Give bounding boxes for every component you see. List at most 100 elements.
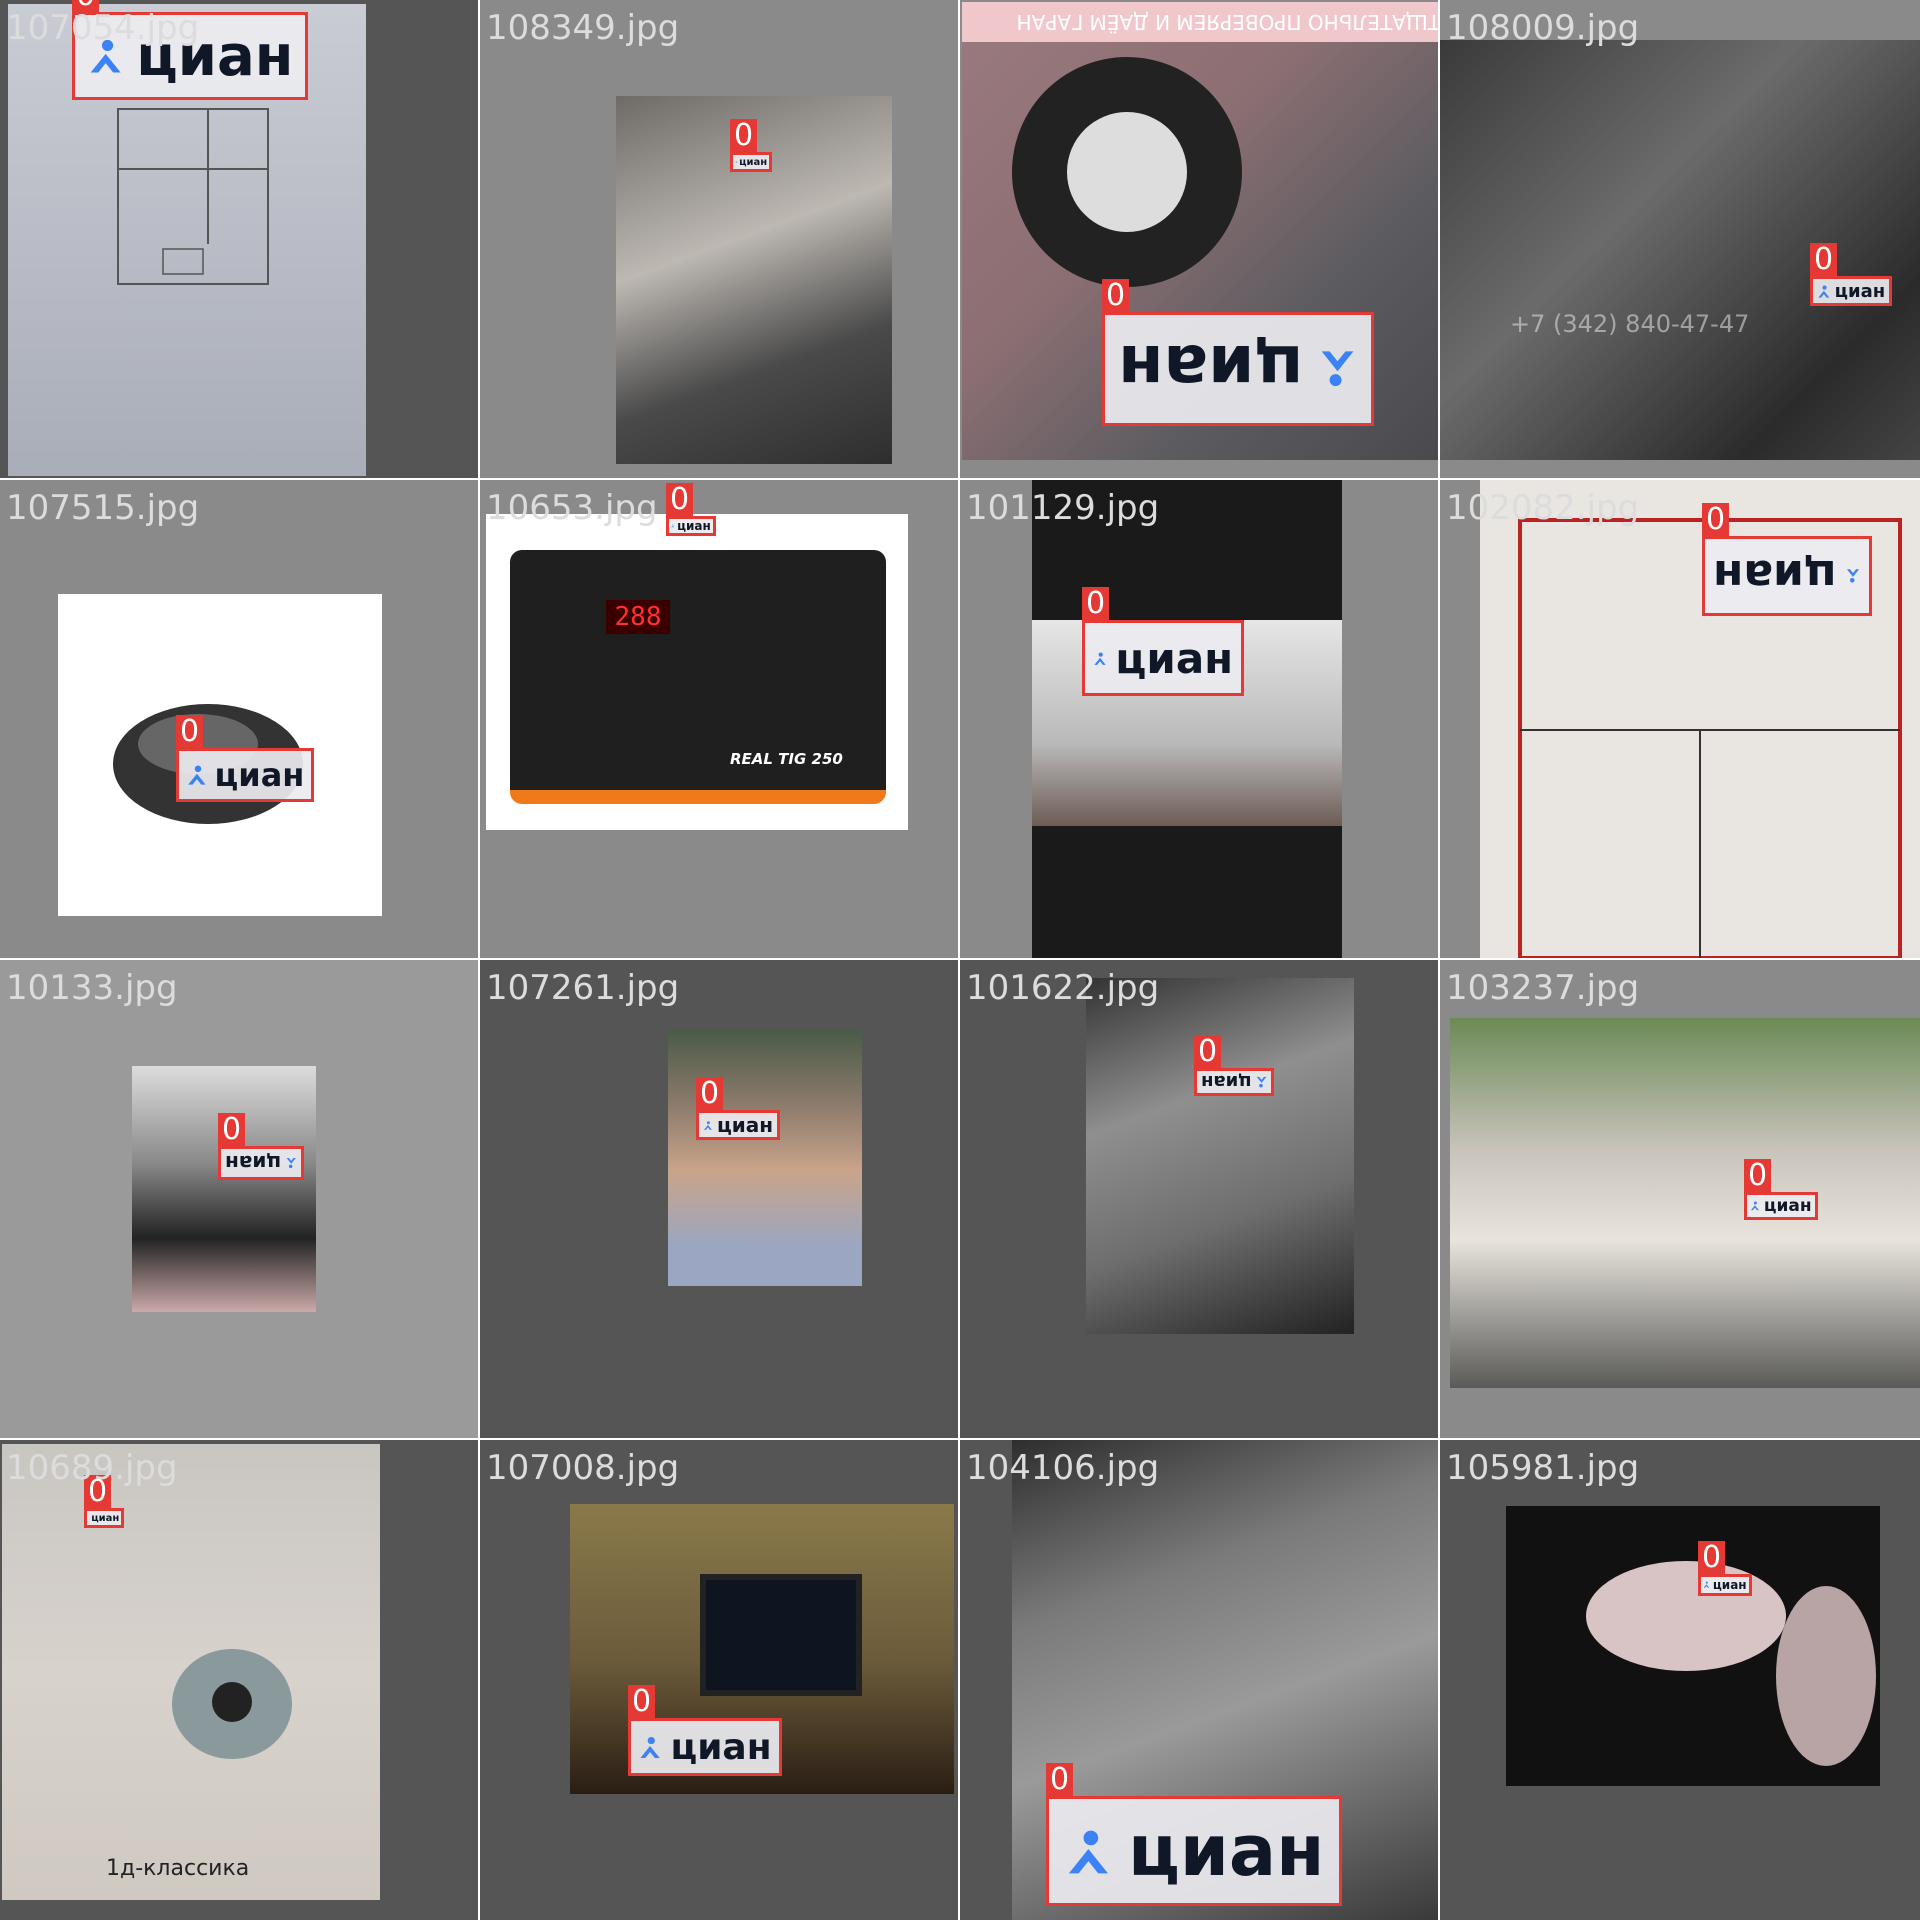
promo-banner: ТЩАТЕЛЬНО ПРОВЕРЯЕМ И ДАЁМ ГАРАН — [962, 2, 1438, 42]
cian-logo: циан — [735, 155, 767, 169]
logo-text: циан — [1712, 1578, 1747, 1592]
class-label: 0 — [696, 1077, 724, 1111]
tile-13[interactable]: 1д-классика 10689.jpg 0 циан — [0, 1440, 478, 1920]
pin-person-icon — [1704, 1582, 1710, 1589]
filename-label: 10653.jpg — [486, 488, 658, 528]
class-label: 0 — [628, 1685, 656, 1719]
cian-logo: циан — [225, 1149, 297, 1177]
tile-16[interactable]: 105981.jpg 0 циан — [1440, 1440, 1920, 1920]
detection-box[interactable]: 0 циан — [628, 1685, 782, 1776]
detection-box[interactable]: 0 циан — [84, 1475, 124, 1528]
class-label: 0 — [1194, 1035, 1222, 1069]
banner-text: ТЩАТЕЛЬНО ПРОВЕРЯЕМ И ДАЁМ ГАРАН — [1016, 10, 1438, 34]
tile-5[interactable]: 107515.jpg 0 циан — [0, 480, 478, 958]
logo-text: циан — [739, 156, 768, 168]
eyelash-photo: 1д-классика — [2, 1444, 380, 1900]
logo-text: циан — [1200, 1071, 1252, 1093]
welder-display: 288 — [606, 600, 670, 634]
class-label: 0 — [72, 0, 100, 13]
tile-10[interactable]: 107261.jpg 0 циан — [480, 960, 958, 1438]
detection-box[interactable]: 0 циан — [72, 0, 308, 100]
tile-7[interactable]: 101129.jpg 0 циан — [960, 480, 1438, 958]
pin-person-icon — [703, 1120, 712, 1130]
filename-label: 10133.jpg — [6, 968, 178, 1008]
pin-person-icon — [735, 160, 737, 164]
cian-logo: циан — [1118, 315, 1357, 423]
printer-photo — [132, 1066, 316, 1312]
cian-logo: циан — [1064, 1799, 1325, 1903]
cian-logo: циан — [186, 751, 304, 799]
class-label: 0 — [666, 483, 694, 517]
cian-logo: циан — [703, 1113, 773, 1137]
logo-text: циан — [1115, 633, 1234, 683]
tile-11[interactable]: 101622.jpg 0 циан — [960, 960, 1438, 1438]
class-label: 0 — [1046, 1763, 1074, 1797]
welder-panel: 288 REAL TIG 250 — [510, 550, 886, 804]
filename-label: 101622.jpg — [966, 968, 1160, 1008]
pin-person-icon — [671, 524, 675, 528]
logo-text: циан — [1834, 280, 1886, 302]
logo-text: циан — [1127, 1810, 1325, 1892]
tile-2[interactable]: 108349.jpg 0 циан — [480, 0, 958, 478]
detection-box[interactable]: 0 циан — [218, 1113, 304, 1180]
tire-drawing — [1012, 57, 1242, 287]
pin-person-icon — [88, 1517, 90, 1519]
detection-box[interactable]: 0 циан — [730, 119, 772, 172]
class-label: 0 — [84, 1475, 112, 1509]
filename-label: 10689.jpg — [6, 1448, 178, 1488]
pig-drawing — [1586, 1561, 1876, 1766]
detection-box[interactable]: 0 циан — [1046, 1763, 1342, 1906]
filename-label: 107054.jpg — [6, 8, 200, 48]
cian-logo: циан — [1093, 623, 1233, 693]
logo-text: циан — [225, 1151, 282, 1175]
class-label: 0 — [1702, 503, 1730, 537]
tile-8[interactable]: 102082.jpg 0 циан — [1440, 480, 1920, 958]
detection-box[interactable]: 0 циан — [1082, 587, 1244, 696]
class-label: 0 — [176, 715, 204, 749]
filename-label: 108009.jpg — [1446, 8, 1640, 48]
detection-box[interactable]: 0 циан — [666, 483, 716, 536]
detection-box[interactable]: 0 циан — [696, 1077, 780, 1140]
detection-box[interactable]: 0 циан — [176, 715, 314, 802]
wiring-harness-photo: +7 (342) 840-47-47 — [1440, 40, 1920, 460]
filename-label: 101129.jpg — [966, 488, 1160, 528]
filename-label: 104106.jpg — [966, 1448, 1160, 1488]
class-label: 0 — [730, 119, 758, 153]
tile-12[interactable]: 103237.jpg 0 циан — [1440, 960, 1920, 1438]
detection-box[interactable]: 0 циан — [1702, 503, 1872, 616]
detection-box[interactable]: 0 циан — [1102, 279, 1374, 426]
floorplan-drawing — [117, 108, 269, 285]
kitchen-photo — [1032, 480, 1342, 958]
pin-person-icon — [187, 765, 206, 785]
welder-model: REAL TIG 250 — [730, 750, 843, 768]
tile-14[interactable]: 107008.jpg 0 циан — [480, 1440, 958, 1920]
class-label: 0 — [1744, 1159, 1772, 1193]
phone-overlay: +7 (342) 840-47-47 — [1510, 310, 1750, 338]
detection-box[interactable]: 0 циан — [1698, 1541, 1752, 1596]
logo-text: циан — [1763, 1196, 1812, 1216]
cian-logo: циан — [1817, 279, 1885, 303]
tile-1[interactable]: 107054.jpg 0 циан — [0, 0, 478, 478]
detection-box[interactable]: 0 циан — [1194, 1035, 1274, 1096]
logo-text: циан — [1118, 330, 1304, 408]
detection-box[interactable]: 0 циан — [1810, 243, 1892, 306]
detection-box[interactable]: 0 циан — [1744, 1159, 1818, 1220]
tile-9[interactable]: 10133.jpg 0 циан — [0, 960, 478, 1438]
class-label: 0 — [1810, 243, 1838, 277]
pin-person-icon — [286, 1157, 296, 1168]
logo-text: циан — [670, 1726, 772, 1768]
pin-person-icon — [90, 40, 121, 73]
filename-label: 107515.jpg — [6, 488, 200, 528]
portrait-photo — [668, 1030, 862, 1286]
tile-6[interactable]: 288 REAL TIG 250 10653.jpg 0 циан — [480, 480, 958, 958]
pin-person-icon — [1818, 285, 1830, 298]
cian-logo: циан — [1703, 1577, 1747, 1593]
cian-logo: циан — [88, 1511, 119, 1525]
filename-label: 105981.jpg — [1446, 1448, 1640, 1488]
tile-4[interactable]: +7 (342) 840-47-47 108009.jpg 0 циан — [1440, 0, 1920, 478]
laptop-screen — [700, 1574, 862, 1696]
tile-15[interactable]: 104106.jpg 0 циан — [960, 1440, 1438, 1920]
tile-3[interactable]: ТЩАТЕЛЬНО ПРОВЕРЯЕМ И ДАЁМ ГАРАН 0 циан — [960, 0, 1438, 478]
pin-person-icon — [1094, 652, 1106, 665]
